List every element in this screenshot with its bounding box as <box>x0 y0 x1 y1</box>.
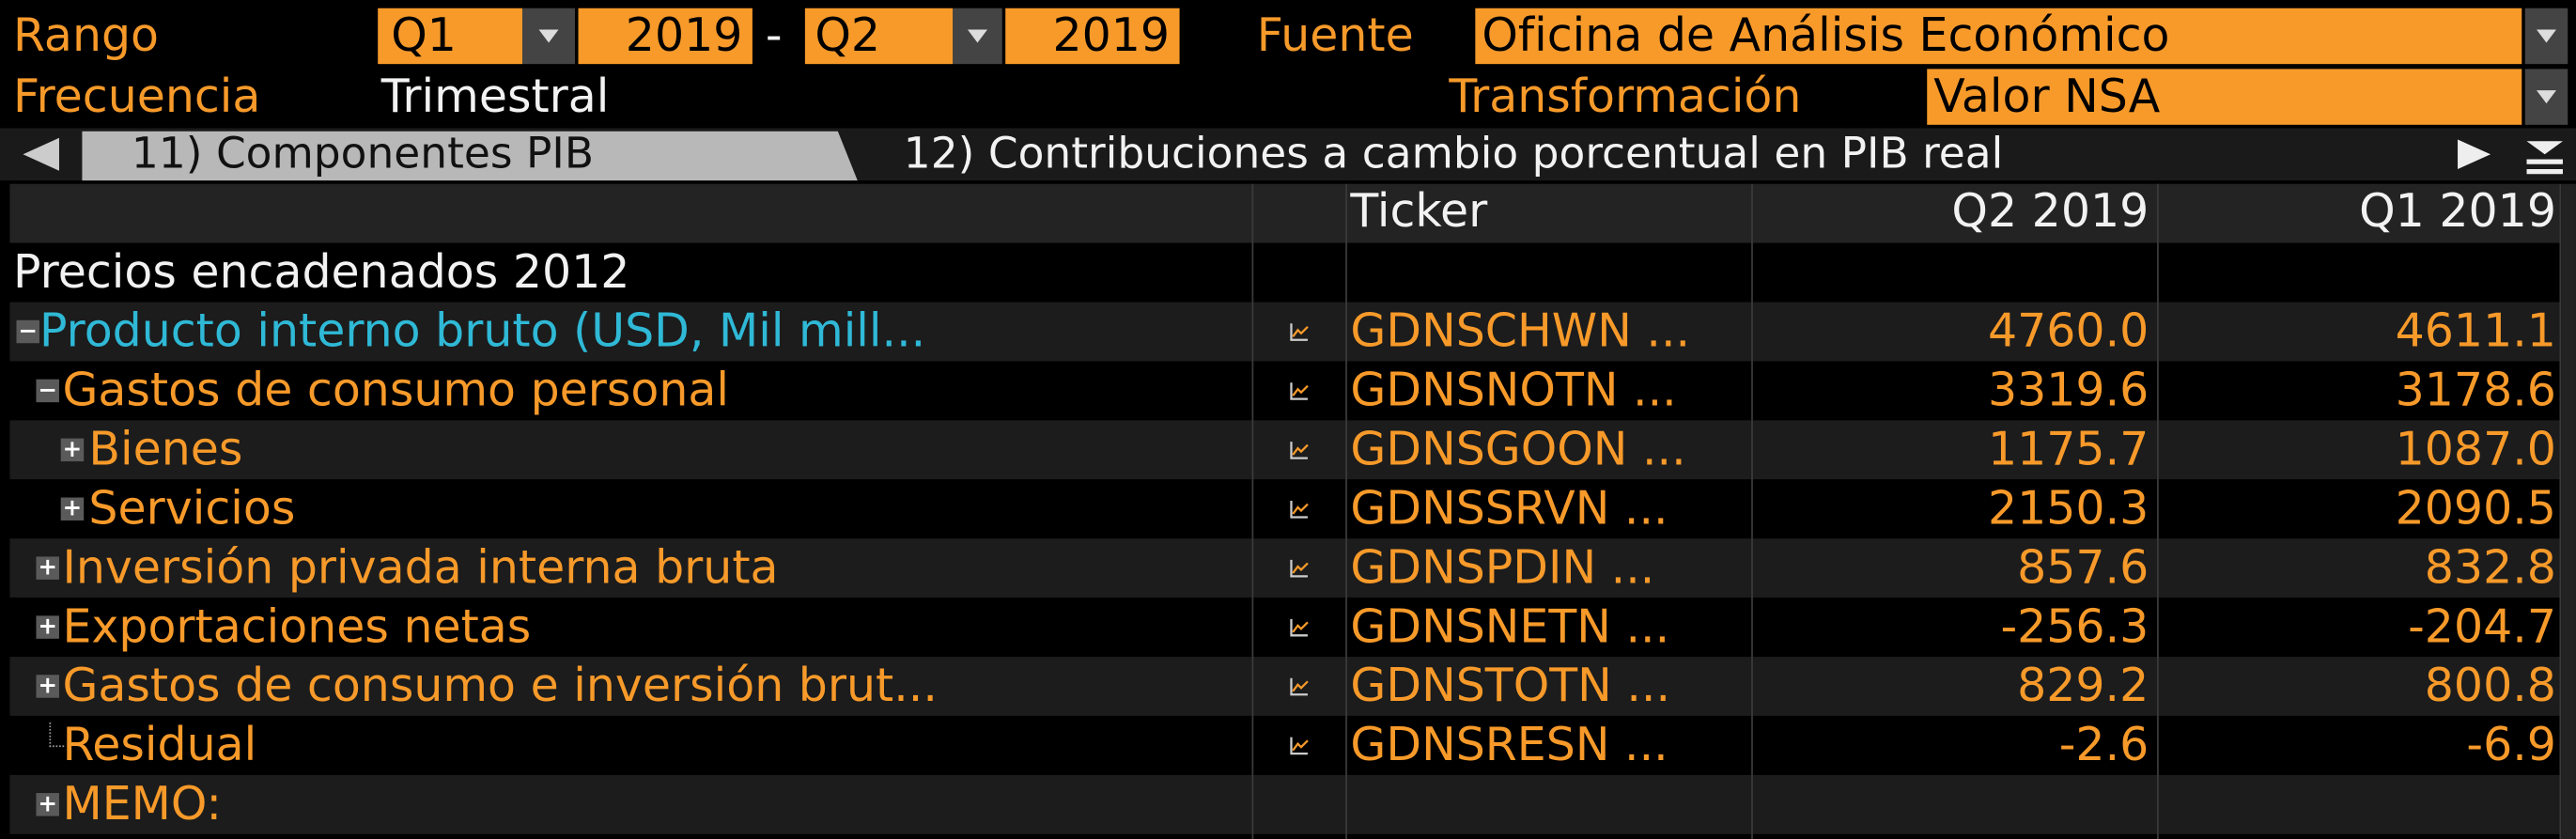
column-header: Q1 2019 <box>2359 183 2556 239</box>
tree-line <box>49 722 65 748</box>
chart-icon[interactable] <box>1290 322 1310 342</box>
expand-toggle[interactable]: + <box>60 436 85 463</box>
table-row <box>9 361 2560 421</box>
expand-toggle[interactable]: + <box>36 614 59 641</box>
ticker: GDNSNETN ... <box>1350 598 1670 654</box>
value-cell: 4760.0 <box>1987 303 2149 358</box>
tab-bar <box>0 128 2576 181</box>
chart-icon[interactable] <box>1290 676 1310 696</box>
dropdown-arrow[interactable] <box>2524 69 2568 125</box>
chart-icon[interactable] <box>1290 558 1310 578</box>
range-label: Rango <box>12 8 160 63</box>
column-separator <box>1345 183 1347 839</box>
tab-scroll-right[interactable] <box>2458 139 2491 170</box>
scrollbar <box>2561 183 2576 839</box>
table-row <box>9 657 2560 716</box>
row-label: Servicios <box>88 481 296 536</box>
value-cell: -256.3 <box>2000 598 2149 654</box>
transformation-field[interactable]: Valor NSA <box>1927 69 2522 125</box>
row-label: Bienes <box>88 422 243 476</box>
row-label: Gastos de consumo e inversión brut... <box>62 658 938 713</box>
expand-toggle[interactable]: + <box>60 495 85 522</box>
expand-toggle[interactable]: + <box>36 791 59 818</box>
row-label: Producto interno bruto (USD, Mil mill... <box>39 303 926 358</box>
dropdown-arrow[interactable] <box>522 8 576 65</box>
ticker: GDNSSRVN ... <box>1350 481 1668 536</box>
ticker: GDNSTOTN ... <box>1350 658 1671 713</box>
header-row <box>9 183 2560 243</box>
chart-icon[interactable] <box>1290 440 1310 459</box>
frequency-value: Trimestral <box>380 69 610 124</box>
row-label: Exportaciones netas <box>62 598 532 654</box>
active-tab[interactable] <box>82 131 858 181</box>
value-cell: 3319.6 <box>1987 363 2149 417</box>
row-label: Gastos de consumo personal <box>62 363 730 417</box>
range-start-quarter[interactable]: Q1 <box>378 8 523 65</box>
expand-toggle[interactable]: − <box>36 377 59 404</box>
range-separator: - <box>765 8 783 63</box>
tab-scroll-left[interactable] <box>23 137 59 171</box>
column-header: Ticker <box>1350 183 1488 239</box>
value-cell: 3178.6 <box>2395 363 2556 417</box>
tab-menu[interactable] <box>2526 141 2563 175</box>
table-row <box>9 538 2560 598</box>
table-row <box>9 774 2560 834</box>
range-end-quarter[interactable]: Q2 <box>804 8 954 65</box>
ticker: GDNSCHWN ... <box>1350 303 1691 358</box>
source-label: Fuente <box>1256 8 1414 63</box>
transformation-label: Transformación <box>1449 69 1802 124</box>
table-row <box>9 715 2560 775</box>
table-row <box>9 598 2560 658</box>
value-cell: -204.7 <box>2408 598 2556 654</box>
column-separator <box>1251 183 1254 839</box>
value-cell: 2090.5 <box>2395 481 2556 536</box>
column-separator <box>1751 183 1753 839</box>
value-cell: 829.2 <box>2017 658 2149 713</box>
ticker: GDNSPDIN ... <box>1350 539 1655 595</box>
ticker: GDNSRESN ... <box>1350 717 1668 772</box>
row-label: Residual <box>62 717 257 772</box>
expand-toggle[interactable]: − <box>16 319 39 345</box>
dropdown-arrow[interactable] <box>953 8 1002 65</box>
range-start-year[interactable]: 2019 <box>578 8 753 65</box>
column-separator <box>2559 183 2562 839</box>
table-row <box>9 302 2560 362</box>
ticker: GDNSGOON ... <box>1350 422 1686 476</box>
range-end-year[interactable]: 2019 <box>1005 8 1180 65</box>
tab[interactable]: 11) Componentes PIB <box>131 130 595 179</box>
expand-toggle[interactable]: + <box>36 673 59 700</box>
dropdown-arrow[interactable] <box>2524 8 2568 65</box>
chart-icon[interactable] <box>1290 499 1310 519</box>
chart-icon[interactable] <box>1290 617 1310 637</box>
source-field[interactable]: Oficina de Análisis Económico <box>1475 8 2522 65</box>
row-label: Precios encadenados 2012 <box>12 244 630 300</box>
tab[interactable]: 12) Contribuciones a cambio porcentual e… <box>903 130 2004 179</box>
chart-icon[interactable] <box>1290 736 1310 755</box>
chart-icon[interactable] <box>1290 381 1310 400</box>
value-cell: 857.6 <box>2017 539 2149 595</box>
ticker: GDNSNOTN ... <box>1350 363 1677 417</box>
column-header: Q2 2019 <box>1951 183 2149 239</box>
frequency-label: Frecuencia <box>12 69 261 124</box>
row-label: MEMO: <box>62 776 223 831</box>
value-cell: 1175.7 <box>1987 422 2149 476</box>
column-separator <box>2157 183 2159 839</box>
value-cell: 832.8 <box>2424 539 2556 595</box>
value-cell: 800.8 <box>2424 658 2556 713</box>
table-row <box>9 420 2560 480</box>
value-cell: 1087.0 <box>2395 422 2556 476</box>
table-row <box>9 479 2560 539</box>
value-cell: 4611.1 <box>2395 303 2556 358</box>
expand-toggle[interactable]: + <box>36 554 59 582</box>
value-cell: -6.9 <box>2466 717 2556 772</box>
row-label: Inversión privada interna bruta <box>62 539 779 595</box>
value-cell: -2.6 <box>2058 717 2149 772</box>
table-row <box>9 242 2560 303</box>
value-cell: 2150.3 <box>1987 481 2149 536</box>
